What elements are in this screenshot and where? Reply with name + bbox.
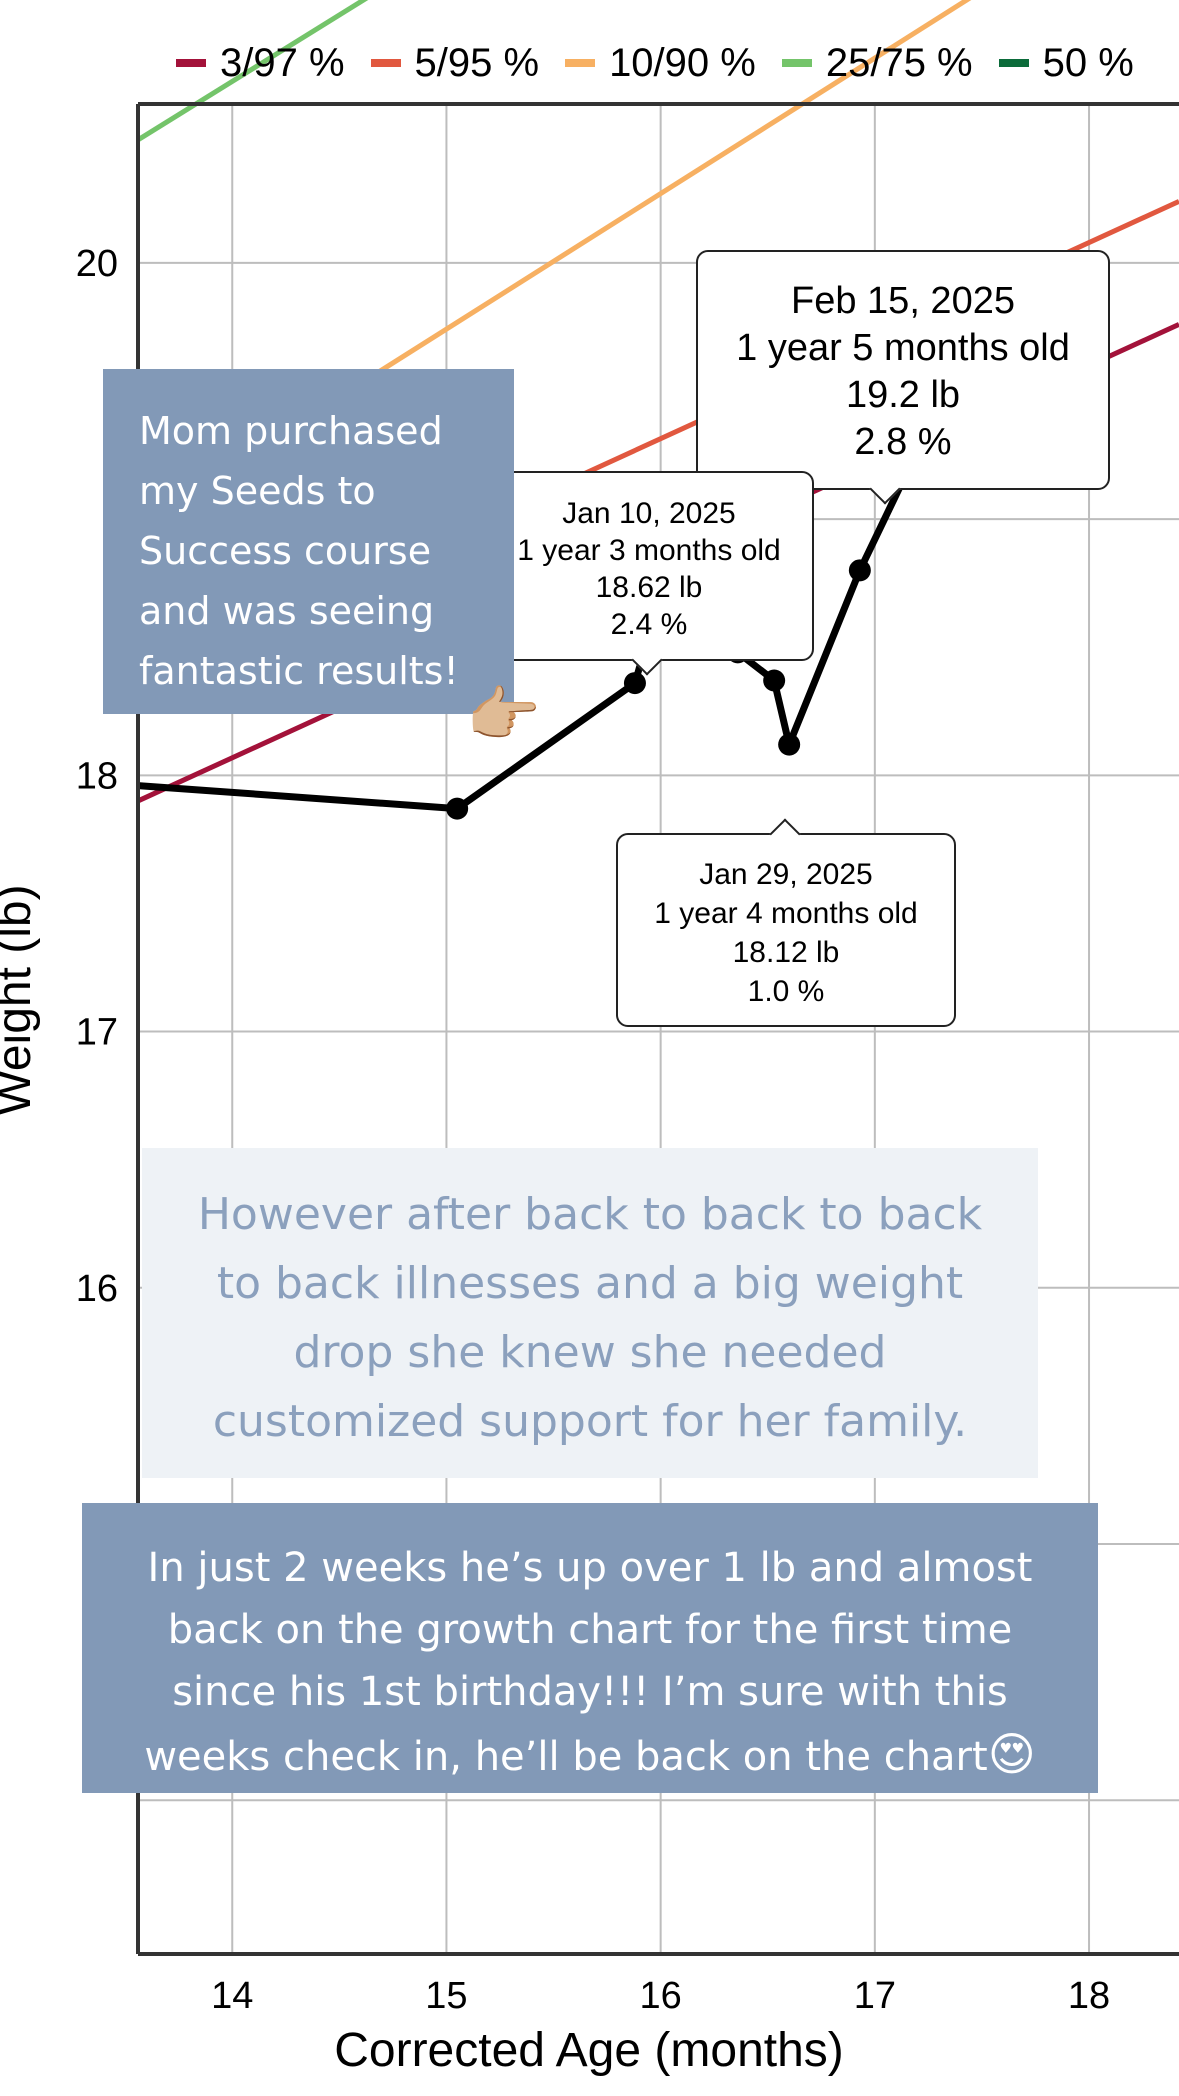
pointing-hand-icon: 👉🏼 — [466, 681, 541, 748]
percentile-line — [136, 0, 369, 142]
legend-label: 3/97 % — [220, 40, 345, 85]
data-point — [623, 672, 646, 695]
x-tick-label: 17 — [854, 1975, 896, 2017]
legend-item: 10/90 % — [565, 41, 756, 86]
tooltip-feb-15: Feb 15, 2025 1 year 5 months old 19.2 lb… — [696, 250, 1110, 505]
tooltip-jan-29: Jan 29, 2025 1 year 4 months old 18.12 l… — [616, 818, 956, 1027]
top-note-text: Mom purchased my Seeds to Success course… — [139, 409, 459, 693]
y-tick-label: 20 — [76, 243, 118, 285]
legend-swatch — [176, 59, 206, 67]
legend-item: 5/95 % — [370, 40, 540, 86]
tooltip-weight: 18.62 lb — [595, 571, 703, 604]
data-point — [848, 559, 871, 582]
y-tick-label: 17 — [76, 1012, 118, 1054]
tooltip-date: Feb 15, 2025 — [791, 280, 1015, 322]
legend-swatch — [998, 59, 1029, 67]
bottom-note-text: In just 2 weeks he’s up over 1 lb and al… — [144, 1545, 1033, 1780]
y-tick-label: 18 — [76, 755, 118, 797]
legend-label: 50 % — [1042, 40, 1134, 85]
tooltip-jan-10: Jan 10, 2025 1 year 3 months old 18.62 l… — [484, 471, 814, 676]
data-point — [763, 669, 786, 692]
tooltip-percentile: 1.0 % — [747, 975, 825, 1008]
tooltip-age: 1 year 5 months old — [736, 327, 1070, 369]
tooltip-weight: 19.2 lb — [845, 374, 961, 416]
x-tick-label: 14 — [211, 1975, 253, 2017]
tooltip-percentile: 2.8 % — [854, 421, 952, 463]
bottom-note: In just 2 weeks he’s up over 1 lb and al… — [82, 1503, 1098, 1793]
data-point — [446, 797, 469, 820]
legend-swatch — [370, 59, 401, 67]
y-tick-label: 16 — [76, 1268, 118, 1310]
heart-eyes-icon: 😍 — [987, 1727, 1036, 1781]
x-axis-label: Corrected Age (months) — [334, 2024, 844, 2077]
legend-swatch — [781, 59, 812, 67]
legend-label: 25/75 % — [825, 40, 973, 85]
x-tick-label: 16 — [640, 1975, 682, 2017]
legend-label: 5/95 % — [414, 40, 540, 85]
legend-item: 25/75 % — [781, 40, 973, 86]
legend-item: 3/97 % — [176, 41, 345, 86]
data-point — [778, 733, 801, 756]
chart-legend: 3/97 % 5/95 % 10/90 % 25/75 % 50 % — [0, 38, 1179, 88]
tooltip-date: Jan 10, 2025 — [562, 497, 736, 530]
top-note: Mom purchased my Seeds to Success course… — [103, 369, 514, 714]
tooltip-age: 1 year 4 months old — [654, 897, 918, 930]
x-tick-label: 15 — [425, 1975, 467, 2017]
middle-note-text: However after back to back to back to ba… — [197, 1189, 983, 1447]
tooltip-weight: 18.12 lb — [732, 936, 840, 969]
tooltip-age: 1 year 3 months old — [517, 534, 781, 567]
middle-note: However after back to back to back to ba… — [142, 1148, 1038, 1478]
legend-label: 10/90 % — [609, 40, 756, 85]
legend-item: 50 % — [998, 40, 1134, 86]
tooltip-percentile: 2.4 % — [610, 608, 688, 641]
legend-swatch — [565, 59, 596, 67]
tooltip-date: Jan 29, 2025 — [699, 858, 873, 891]
x-tick-label: 18 — [1068, 1975, 1110, 2017]
axis-tick-labels: 14 15 16 17 18 16 17 18 20 — [76, 243, 1110, 2017]
y-axis-label: Weight (lb) — [0, 884, 41, 1115]
